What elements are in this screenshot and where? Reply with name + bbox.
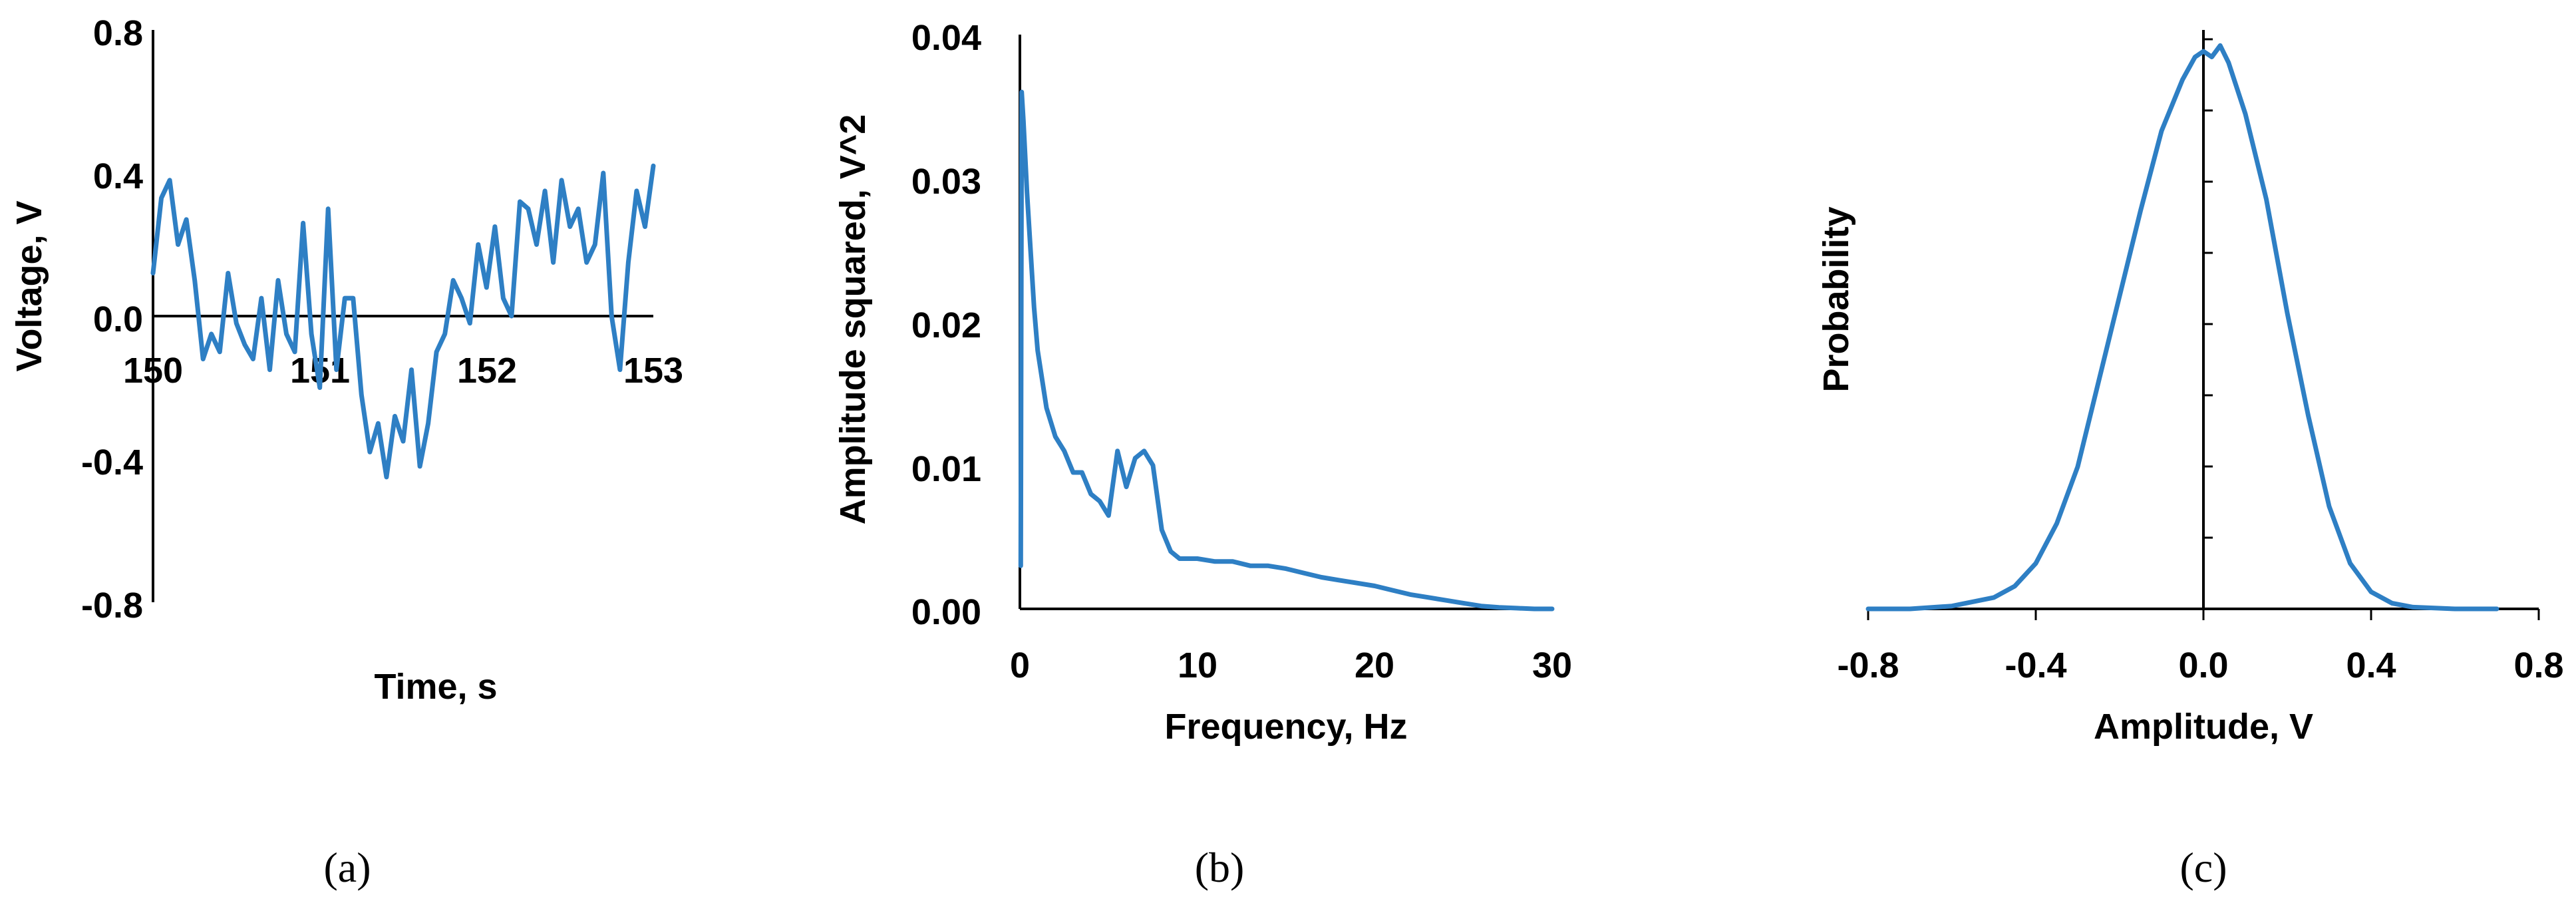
chart-b-ytick: 0.00	[911, 592, 981, 632]
chart-a-ytick: 0.4	[93, 156, 143, 196]
chart-c-xtick: -0.4	[2005, 645, 2066, 685]
chart-c-xtick: 0.8	[2513, 645, 2563, 685]
chart-c-xtick: 0.0	[2178, 645, 2228, 685]
chart-a-xlabel: Time, s	[374, 667, 497, 707]
chart-c-y-tick-marks	[2203, 38, 2213, 539]
chart-a-xtick: 152	[457, 351, 517, 391]
chart-c-x-tick-marks	[1867, 609, 2540, 620]
chart-c: -0.8 -0.4 0.0 0.4 0.8 Amplitude, V Proba…	[1816, 30, 2564, 891]
chart-c-series-line	[1865, 43, 2499, 612]
chart-a-ytick: 0.0	[93, 299, 143, 339]
chart-c-xtick: 0.4	[2346, 645, 2396, 685]
chart-b-ytick: 0.01	[911, 449, 981, 489]
chart-c-xlabel: Amplitude, V	[2094, 707, 2313, 747]
chart-a-ytick: -0.8	[81, 586, 143, 626]
chart-a-xtick: 153	[623, 351, 683, 391]
chart-a-series-line	[150, 163, 656, 480]
chart-b-series-line	[1018, 89, 1555, 612]
chart-a-ytick: -0.4	[81, 443, 143, 482]
chart-b-xtick: 0	[1010, 645, 1030, 685]
chart-b-ylabel: Amplitude squared, V^2	[833, 114, 873, 525]
chart-b-xlabel: Frequency, Hz	[1164, 707, 1407, 747]
chart-a-ytick: 0.8	[93, 13, 143, 53]
chart-b-ytick: 0.04	[911, 18, 981, 58]
panel-label-b: (b)	[1195, 844, 1245, 891]
panel-label-c: (c)	[2179, 844, 2227, 891]
chart-b: 0.04 0.03 0.02 0.01 0.00 0 10 20 30 Freq…	[833, 18, 1572, 891]
chart-b-xtick: 30	[1532, 645, 1572, 685]
chart-a-xtick: 150	[123, 351, 183, 391]
chart-b-xtick: 20	[1355, 645, 1394, 685]
chart-a: 0.8 0.4 0.0 -0.4 -0.8 150 151 152 153 Ti…	[9, 13, 683, 891]
chart-c-ylabel: Probability	[1816, 206, 1856, 392]
chart-a-ylabel: Voltage, V	[9, 200, 49, 371]
chart-b-ytick: 0.02	[911, 305, 981, 345]
chart-b-xtick: 10	[1178, 645, 1217, 685]
chart-b-ytick: 0.03	[911, 162, 981, 202]
panel-label-a: (a)	[323, 844, 371, 891]
chart-c-xtick: -0.8	[1837, 645, 1899, 685]
